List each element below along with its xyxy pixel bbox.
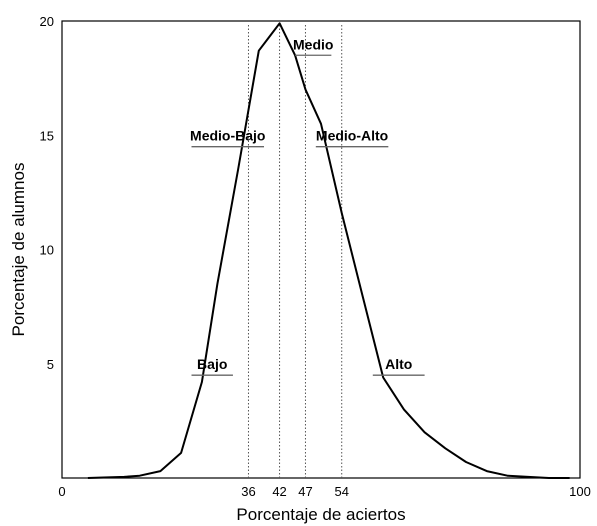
x-tick-label-54: 54: [334, 484, 348, 499]
y-axis-ticks: 5 10 15 20: [40, 14, 54, 372]
annotation-label-bajo: Bajo: [197, 356, 227, 372]
x-tick-label-0: 0: [58, 484, 65, 499]
x-axis-title: Porcentaje de aciertos: [236, 505, 405, 524]
plot-frame: [61, 20, 581, 479]
annotation-label-medio: Medio: [293, 36, 333, 52]
annotation-label-medio-alto: Medio-Alto: [316, 128, 388, 144]
y-tick-label-15: 15: [40, 128, 54, 143]
y-axis-title: Porcentaje de alumnos: [9, 163, 28, 337]
annotation-label-medio-bajo: Medio-Bajo: [190, 128, 265, 144]
x-tick-label-100: 100: [569, 484, 591, 499]
x-tick-label-42: 42: [272, 484, 286, 499]
annotations: Medio Medio-Bajo Medio-Alto Bajo Alto: [190, 36, 425, 376]
x-axis-ticks: 0 36 42 47 54 100: [58, 484, 590, 499]
y-tick-label-5: 5: [47, 357, 54, 372]
plot-area: [61, 20, 581, 479]
y-tick-label-20: 20: [40, 14, 54, 29]
x-tick-label-47: 47: [298, 484, 312, 499]
reference-lines: [247, 24, 343, 478]
series-line: [87, 22, 570, 479]
annotation-label-alto: Alto: [385, 356, 412, 372]
y-tick-label-10: 10: [40, 243, 54, 258]
x-tick-label-36: 36: [241, 484, 255, 499]
series-group: [87, 22, 570, 479]
